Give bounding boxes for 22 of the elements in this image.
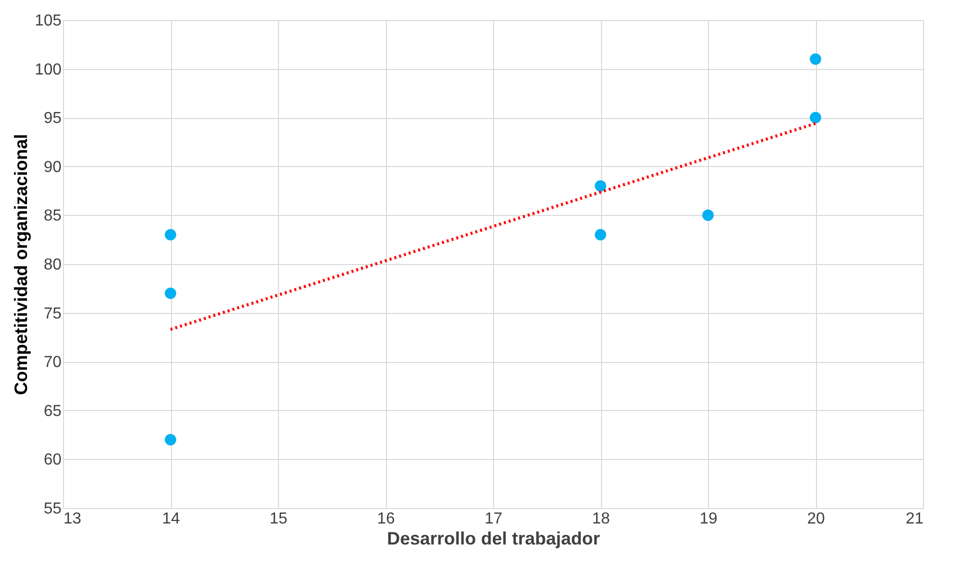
x-tick-label: 19 [700,510,718,528]
x-tick-label: 18 [592,510,610,528]
y-tick-label: 105 [34,12,62,30]
y-tick-label: 95 [44,110,62,128]
x-tick-label: 20 [807,510,825,528]
x-tick-label: 13 [64,510,82,528]
y-tick-label: 60 [44,452,62,469]
y-tick-label: 55 [44,500,62,518]
y-tick-label: 90 [44,158,62,176]
y-tick-label: 85 [44,208,62,225]
x-axis-title: Desarrollo del trabajador [386,528,600,548]
y-tick-label: 65 [44,402,62,420]
y-axis-title: Competitividad organizacional [10,134,31,396]
x-tick-label: 16 [377,510,395,528]
x-tick-label: 15 [270,510,288,528]
y-tick-label: 80 [44,256,62,274]
y-tick-label: 100 [34,61,62,78]
y-tick-label: 70 [44,354,62,372]
x-tick-label: 21 [906,510,924,528]
y-tick-label: 75 [44,305,62,322]
x-tick-label: 14 [162,510,180,528]
x-tick-label: 17 [484,510,502,528]
